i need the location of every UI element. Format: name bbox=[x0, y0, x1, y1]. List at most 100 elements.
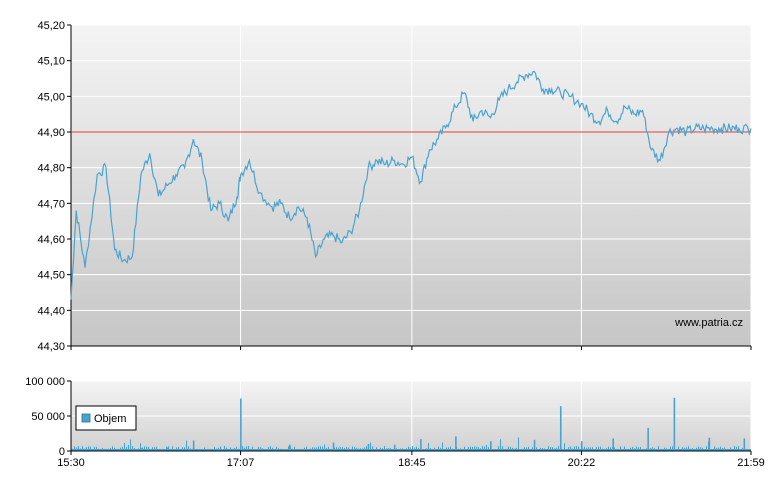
watermark-text: www.patria.cz bbox=[674, 317, 743, 329]
volume-bar-minor bbox=[188, 446, 189, 451]
volume-bar-minor bbox=[518, 437, 519, 451]
price-y-tick-label: 44,90 bbox=[37, 127, 65, 139]
price-y-tick-label: 44,60 bbox=[37, 234, 65, 246]
volume-bar-minor bbox=[416, 446, 417, 451]
volume-bar-minor bbox=[340, 446, 341, 451]
volume-bar-minor bbox=[620, 446, 621, 451]
volume-bar-minor bbox=[714, 446, 715, 451]
volume-bar-minor bbox=[608, 446, 609, 451]
volume-bar-minor bbox=[734, 446, 735, 451]
volume-bar-minor bbox=[658, 446, 659, 451]
volume-bar-minor bbox=[224, 446, 225, 451]
volume-bar bbox=[612, 438, 615, 451]
volume-bar-minor bbox=[498, 446, 499, 451]
volume-bar bbox=[533, 439, 536, 451]
price-series-line bbox=[70, 70, 752, 300]
volume-baseline-strip bbox=[71, 449, 751, 451]
volume-bar-minor bbox=[600, 446, 601, 451]
price-y-tick-label: 45,10 bbox=[37, 56, 65, 68]
volume-bar-minor bbox=[474, 446, 475, 451]
volume-bar-minor bbox=[214, 446, 215, 451]
volume-bar bbox=[332, 442, 335, 451]
volume-bar-minor bbox=[288, 446, 289, 451]
volume-bar-minor bbox=[584, 446, 585, 451]
volume-bar-minor bbox=[428, 442, 429, 451]
volume-bar-minor bbox=[122, 446, 123, 451]
volume-bar-minor bbox=[470, 446, 471, 451]
volume-bar-minor bbox=[324, 444, 325, 451]
volume-bar-minor bbox=[570, 446, 571, 451]
volume-bar-minor bbox=[306, 446, 307, 451]
volume-bar-minor bbox=[574, 446, 575, 451]
volume-bar-minor bbox=[484, 446, 485, 451]
volume-bar-minor bbox=[632, 446, 633, 451]
volume-bar-minor bbox=[276, 446, 277, 451]
volume-bar-minor bbox=[156, 446, 157, 451]
legend-swatch bbox=[81, 413, 91, 423]
volume-bar-minor bbox=[736, 446, 737, 451]
volume-bar-minor bbox=[128, 445, 129, 451]
volume-bar-minor bbox=[678, 446, 679, 451]
volume-bar-minor bbox=[252, 446, 253, 451]
price-y-tick-label: 44,40 bbox=[37, 305, 65, 317]
volume-bar-minor bbox=[130, 439, 131, 451]
volume-bar-minor bbox=[74, 446, 75, 451]
volume-y-tick-label: 50 000 bbox=[31, 411, 65, 423]
volume-bar-minor bbox=[352, 446, 353, 451]
volume-bar-minor bbox=[372, 446, 373, 451]
price-y-tick-label: 44,70 bbox=[37, 198, 65, 210]
volume-bar-minor bbox=[328, 446, 329, 451]
x-tick-label: 15:30 bbox=[57, 457, 85, 469]
volume-bar-minor bbox=[442, 442, 443, 451]
volume-bar bbox=[673, 397, 676, 451]
volume-bar-minor bbox=[94, 446, 95, 451]
volume-bar-minor bbox=[502, 446, 503, 451]
volume-bar-minor bbox=[248, 446, 249, 451]
volume-y-tick-label: 100 000 bbox=[25, 376, 65, 388]
volume-bar-minor bbox=[346, 446, 347, 451]
volume-bar-minor bbox=[672, 446, 673, 451]
price-y-tick-label: 45,00 bbox=[37, 91, 65, 103]
volume-bar-minor bbox=[78, 446, 79, 451]
volume-bar-minor bbox=[706, 446, 707, 451]
volume-bar-minor bbox=[172, 446, 173, 451]
volume-bar-minor bbox=[500, 439, 501, 451]
volume-bar-minor bbox=[738, 446, 739, 451]
volume-y-tick-label: 0 bbox=[59, 446, 65, 458]
volume-bar-minor bbox=[564, 443, 565, 451]
volume-bar bbox=[420, 439, 422, 451]
volume-bar-minor bbox=[578, 446, 579, 451]
volume-bar-minor bbox=[412, 446, 413, 451]
volume-bar-minor bbox=[168, 446, 169, 451]
volume-bar-minor bbox=[354, 446, 355, 451]
volume-bar-minor bbox=[246, 446, 247, 451]
volume-bar bbox=[490, 441, 492, 451]
volume-bar bbox=[367, 444, 370, 451]
volume-bar-minor bbox=[698, 446, 699, 451]
volume-bar-minor bbox=[126, 446, 127, 451]
volume-bar bbox=[192, 440, 195, 451]
volume-bar-minor bbox=[528, 446, 529, 451]
x-tick-label: 21:59 bbox=[737, 457, 765, 469]
volume-bar-minor bbox=[576, 446, 577, 451]
x-tick-label: 17:07 bbox=[227, 457, 255, 469]
volume-bar-minor bbox=[486, 444, 487, 451]
volume-bar-minor bbox=[510, 446, 511, 451]
volume-bar-minor bbox=[90, 446, 91, 451]
volume-bar-minor bbox=[258, 446, 259, 451]
volume-bar-minor bbox=[242, 446, 243, 451]
volume-bar-minor bbox=[558, 446, 559, 451]
volume-bar-minor bbox=[720, 446, 721, 451]
volume-bar-minor bbox=[270, 446, 271, 451]
legend: Objem bbox=[75, 405, 137, 431]
x-tick-label: 20:22 bbox=[568, 457, 596, 469]
volume-bar-minor bbox=[318, 446, 319, 451]
volume-bar-minor bbox=[464, 446, 465, 451]
price-y-tick-label: 44,30 bbox=[37, 341, 65, 353]
volume-bar-minor bbox=[96, 446, 97, 451]
volume-bar bbox=[240, 398, 242, 451]
volume-bar-minor bbox=[294, 446, 295, 451]
volume-bar-minor bbox=[670, 446, 671, 451]
volume-bar bbox=[455, 436, 457, 451]
volume-bar-minor bbox=[476, 446, 477, 451]
